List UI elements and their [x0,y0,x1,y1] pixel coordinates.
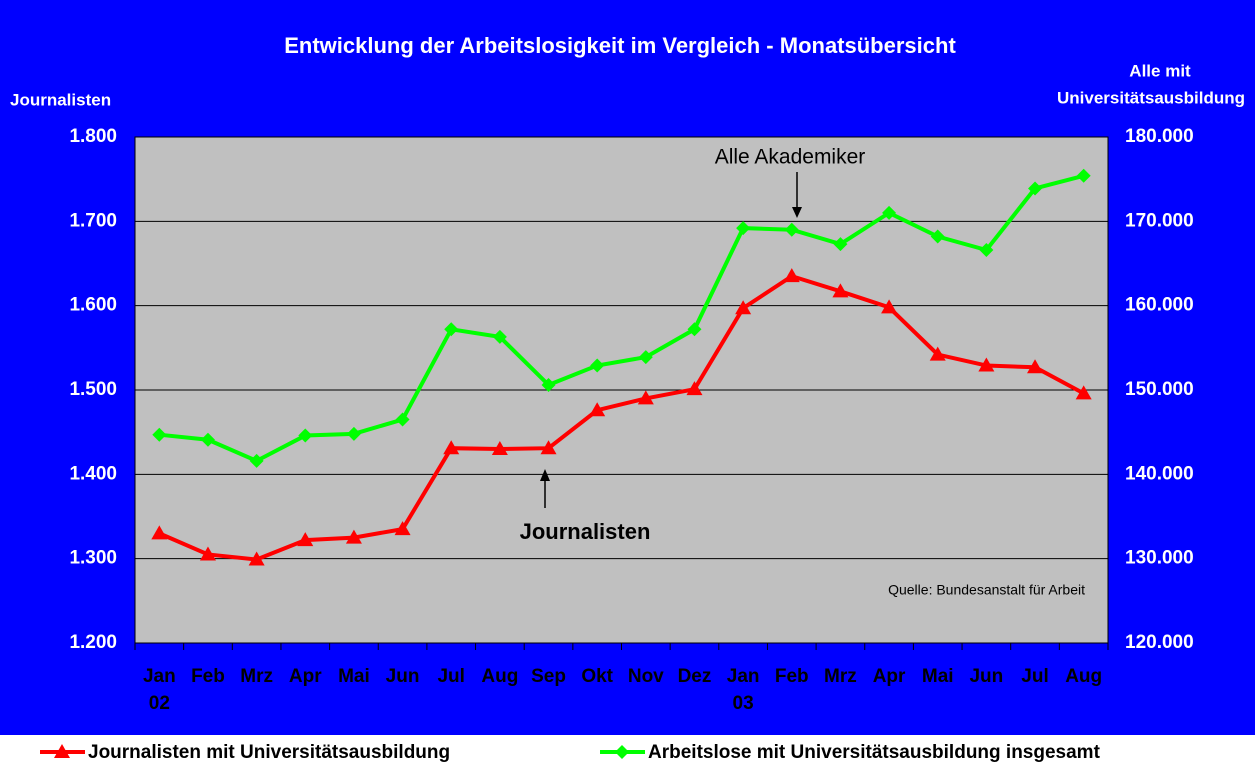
x-tick-label: Dez [678,666,712,687]
x-tick-label: Apr [873,666,906,687]
y2-tick-label: 120.000 [1125,632,1194,653]
marker [151,525,168,540]
x-year-label: 02 [149,693,170,714]
marker [978,357,995,372]
y2-tick-label: 160.000 [1125,295,1194,316]
marker [444,322,459,337]
marker [1076,168,1091,183]
marker [929,346,946,361]
marker [833,237,848,252]
marker [346,426,361,441]
legend-marker [615,745,629,759]
x-tick-label: Aug [1065,666,1102,687]
y2-axis-title: Universitätsausbildung [1057,88,1245,107]
y-tick-label: 1.500 [69,379,117,400]
x-tick-label: Jan [143,666,176,687]
marker [979,243,994,258]
x-tick-label: Mai [338,666,370,687]
marker [541,377,556,392]
x-tick-label: Nov [628,666,664,687]
x-tick-label: Aug [481,666,518,687]
marker [443,440,460,455]
y-tick-label: 1.400 [69,463,117,484]
y2-tick-label: 170.000 [1125,210,1194,231]
marker [783,268,800,283]
marker [735,300,752,315]
y-tick-label: 1.600 [69,295,117,316]
x-tick-label: Okt [581,666,613,687]
marker [638,350,653,365]
x-year-label: 03 [733,693,754,714]
marker [199,546,216,561]
marker [1027,359,1044,374]
marker [930,229,945,244]
x-tick-label: Mai [922,666,954,687]
x-tick-label: Apr [289,666,322,687]
marker [881,299,898,314]
marker [298,428,313,443]
annotation-arrow [792,207,802,218]
marker [1075,385,1092,400]
annotation-arrow [540,469,550,481]
y2-axis-title: Alle mit [1129,61,1191,80]
marker [394,521,411,536]
chart-title: Entwicklung der Arbeitslosigkeit im Verg… [284,33,956,58]
x-tick-label: Jun [969,666,1003,687]
legend-label: Arbeitslose mit Universitätsausbildung i… [648,742,1101,763]
marker [345,529,362,544]
y-tick-label: 1.200 [69,632,117,653]
y2-tick-label: 130.000 [1125,548,1194,569]
series-line [159,173,1085,464]
marker [784,222,799,237]
y2-tick-label: 150.000 [1125,379,1194,400]
annotation: Journalisten [520,519,651,544]
marker [297,532,314,547]
marker [152,427,167,442]
marker [491,441,508,456]
x-tick-label: Jan [727,666,760,687]
marker [492,329,507,344]
x-tick-label: Jul [1021,666,1048,687]
marker [637,390,654,405]
y2-tick-label: 140.000 [1125,463,1194,484]
marker [540,440,557,455]
marker [395,412,410,427]
marker [249,453,264,468]
x-tick-label: Mrz [240,666,273,687]
x-tick-label: Feb [191,666,225,687]
marker [1028,181,1043,196]
annotation: Alle Akademiker [715,146,866,169]
series-line [158,273,1085,562]
source-note: Quelle: Bundesanstalt für Arbeit [888,582,1085,598]
marker [882,205,897,220]
marker [736,221,751,236]
x-tick-label: Jul [437,666,464,687]
legend-marker [54,744,70,758]
marker [590,358,605,373]
x-tick-label: Jun [386,666,420,687]
marker [832,283,849,298]
y-tick-label: 1.700 [69,210,117,231]
x-tick-label: Mrz [824,666,857,687]
marker [248,551,265,566]
marker [687,322,702,337]
y-axis-title: Journalisten [10,90,111,109]
marker [200,432,215,447]
x-tick-label: Sep [531,666,566,687]
marker [686,381,703,396]
legend-label: Journalisten mit Universitätsausbildung [88,742,450,763]
marker [589,402,606,417]
y2-tick-label: 180.000 [1125,126,1194,147]
y-tick-label: 1.300 [69,548,117,569]
x-tick-label: Feb [775,666,809,687]
y-tick-label: 1.800 [69,126,117,147]
